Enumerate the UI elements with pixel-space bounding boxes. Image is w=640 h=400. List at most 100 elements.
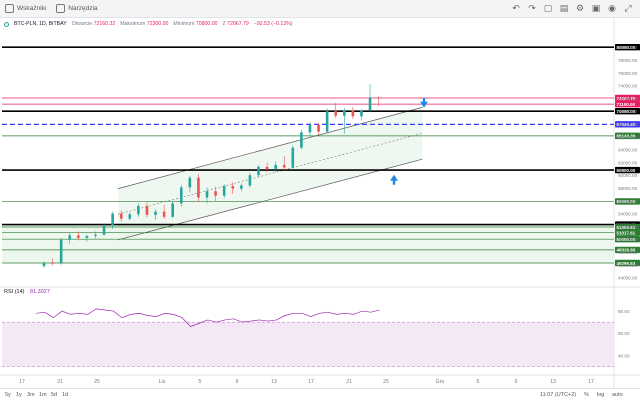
level-label: 72067.79 bbox=[617, 96, 636, 101]
level-label-bg bbox=[615, 44, 640, 51]
channel-lower-line bbox=[118, 158, 423, 241]
level-label-bg bbox=[615, 223, 640, 231]
timeframe-5d[interactable]: 5d bbox=[51, 392, 58, 398]
fullscreen-exit-icon[interactable]: ⤢ bbox=[624, 3, 632, 13]
percent-toggle[interactable]: % bbox=[584, 392, 589, 398]
candle-body bbox=[317, 124, 320, 132]
symbol-title[interactable]: BTC-PLN, 1D, BITBAY bbox=[14, 21, 67, 27]
fullscreen-icon[interactable]: ▢ bbox=[543, 3, 553, 13]
level-label: 80000.00 bbox=[617, 45, 636, 50]
x-tick-label: 21 bbox=[57, 379, 63, 385]
rsi-label: RSI (14) bbox=[4, 289, 25, 295]
support-zone bbox=[2, 224, 614, 263]
x-tick-label: 17 bbox=[19, 379, 25, 385]
low-label: Minimum bbox=[173, 21, 195, 27]
y-tick-label: 48000.00 bbox=[618, 250, 638, 255]
candle-body bbox=[154, 211, 157, 215]
level-label: 51906.93 bbox=[617, 225, 636, 230]
timeframe-1d[interactable]: 1d bbox=[62, 392, 69, 398]
price-chart[interactable]: 80000.0072067.7971100.0070000.0067945.40… bbox=[0, 0, 640, 388]
level-label-bg bbox=[615, 198, 640, 205]
level-label: 52290.48 bbox=[617, 222, 636, 227]
y-tick-label: 66000.00 bbox=[618, 135, 638, 140]
candle-body bbox=[137, 205, 140, 215]
change-value: −92.53 (−0.13%) bbox=[253, 21, 293, 27]
open-label: Otwarcie bbox=[71, 21, 93, 27]
time-display: 11:07 (UTC+2) bbox=[540, 392, 577, 398]
indicators-label: Wskaźniki bbox=[17, 5, 47, 12]
level-label-bg bbox=[615, 166, 640, 174]
candle-body bbox=[77, 235, 80, 238]
y-tick-label: 50000.00 bbox=[618, 237, 638, 242]
timeframe-3m[interactable]: 3m bbox=[27, 392, 35, 398]
redo-icon[interactable]: ↷ bbox=[528, 3, 536, 13]
high-value: 72300.00 bbox=[146, 21, 169, 27]
candle-body bbox=[300, 132, 303, 148]
undo-icon[interactable]: ↶ bbox=[512, 3, 520, 13]
y-tick-label: 74000.00 bbox=[618, 84, 638, 89]
candle-body bbox=[119, 213, 123, 219]
save-icon[interactable]: ▣ bbox=[591, 3, 601, 13]
timeframe-1m[interactable]: 1m bbox=[39, 392, 47, 398]
close-label: Z bbox=[222, 21, 226, 27]
y-tick-label: 64000.00 bbox=[618, 148, 638, 153]
x-tick-label: 25 bbox=[94, 379, 100, 385]
rsi-tick-label: 40.00 bbox=[618, 353, 630, 358]
level-label-bg bbox=[615, 100, 640, 108]
timeframe-1y[interactable]: 1y bbox=[16, 392, 22, 398]
candle-body bbox=[214, 191, 217, 196]
candle-body bbox=[291, 147, 295, 168]
y-tick-label: 76000.00 bbox=[618, 71, 638, 76]
x-tick-label: 13 bbox=[550, 379, 556, 385]
y-tick-label: 44000.00 bbox=[618, 276, 638, 281]
rsi-value: 81.3027 bbox=[30, 289, 50, 295]
x-tick-label: 13 bbox=[271, 379, 277, 385]
timeframe-5y[interactable]: 5y bbox=[5, 392, 11, 398]
x-tick-label: 5 bbox=[199, 379, 202, 385]
candle-body bbox=[145, 205, 149, 215]
y-tick-label: 58000.00 bbox=[618, 186, 638, 191]
candle-body bbox=[102, 225, 106, 235]
level-label-bg bbox=[615, 259, 640, 267]
candle-body bbox=[334, 111, 338, 116]
y-tick-label: 72000.00 bbox=[618, 96, 638, 101]
settings-icon[interactable]: ⚙ bbox=[575, 3, 585, 13]
rsi-tick-label: 80.00 bbox=[618, 309, 630, 314]
y-tick-label: 68000.00 bbox=[618, 122, 638, 127]
open-value: 72160.32 bbox=[93, 21, 116, 27]
auto-toggle[interactable]: auto bbox=[612, 392, 623, 398]
x-tick-label: Gru bbox=[436, 379, 445, 385]
level-label-bg bbox=[615, 94, 640, 102]
candle-body bbox=[128, 214, 132, 219]
x-tick-label: 17 bbox=[308, 379, 314, 385]
tools-label: Narzędzia bbox=[68, 5, 98, 12]
tools-button[interactable]: Narzędzia bbox=[51, 2, 102, 16]
candle-body bbox=[360, 110, 363, 117]
level-label-bg bbox=[615, 236, 640, 243]
y-tick-label: 78000.00 bbox=[618, 58, 638, 63]
candle-body bbox=[368, 97, 372, 111]
candle-body bbox=[162, 211, 166, 217]
level-label-bg bbox=[615, 229, 640, 236]
level-label: 51017.61 bbox=[617, 230, 636, 235]
level-label-bg bbox=[615, 221, 640, 228]
level-label: 67945.40 bbox=[617, 122, 636, 127]
candle-body bbox=[231, 186, 235, 189]
camera-icon[interactable]: ◉ bbox=[608, 3, 616, 13]
candle-body bbox=[188, 177, 192, 188]
candle-body bbox=[111, 213, 114, 226]
candle-body bbox=[94, 234, 97, 236]
y-tick-label: 56000.00 bbox=[618, 199, 638, 204]
candle-body bbox=[205, 191, 209, 198]
indicators-button[interactable]: Wskaźniki bbox=[0, 2, 51, 16]
candle-body bbox=[282, 164, 286, 168]
candle-body bbox=[171, 203, 174, 217]
rsi-tick-label: 60.00 bbox=[618, 331, 630, 336]
candle-body bbox=[179, 187, 183, 204]
y-tick-label: 62000.00 bbox=[618, 160, 638, 165]
log-toggle[interactable]: log bbox=[597, 392, 605, 398]
candle-body bbox=[351, 110, 355, 117]
layout-icon[interactable]: ▤ bbox=[559, 3, 569, 13]
candle-body bbox=[248, 175, 252, 186]
level-label: 46286.63 bbox=[617, 261, 636, 266]
